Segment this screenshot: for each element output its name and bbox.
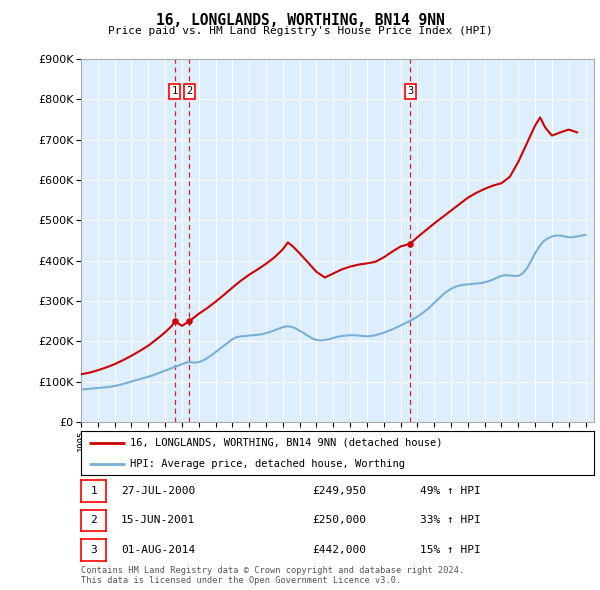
Text: 16, LONGLANDS, WORTHING, BN14 9NN: 16, LONGLANDS, WORTHING, BN14 9NN — [155, 13, 445, 28]
Text: 3: 3 — [90, 545, 97, 555]
Text: 27-JUL-2000: 27-JUL-2000 — [121, 486, 196, 496]
Text: 1: 1 — [90, 486, 97, 496]
Text: 1: 1 — [172, 86, 178, 96]
Text: 15% ↑ HPI: 15% ↑ HPI — [420, 545, 481, 555]
Text: 3: 3 — [407, 86, 413, 96]
Text: 49% ↑ HPI: 49% ↑ HPI — [420, 486, 481, 496]
Point — [185, 316, 194, 326]
Text: Contains HM Land Registry data © Crown copyright and database right 2024.
This d: Contains HM Land Registry data © Crown c… — [81, 566, 464, 585]
Text: 33% ↑ HPI: 33% ↑ HPI — [420, 516, 481, 525]
Text: 2: 2 — [187, 86, 193, 96]
Point — [406, 239, 415, 248]
Text: £442,000: £442,000 — [312, 545, 366, 555]
Text: 2: 2 — [90, 516, 97, 525]
Text: Price paid vs. HM Land Registry's House Price Index (HPI): Price paid vs. HM Land Registry's House … — [107, 26, 493, 36]
Point — [170, 316, 179, 326]
Text: £250,000: £250,000 — [312, 516, 366, 525]
Text: £249,950: £249,950 — [312, 486, 366, 496]
Text: 16, LONGLANDS, WORTHING, BN14 9NN (detached house): 16, LONGLANDS, WORTHING, BN14 9NN (detac… — [130, 438, 442, 448]
Text: 01-AUG-2014: 01-AUG-2014 — [121, 545, 196, 555]
Text: 15-JUN-2001: 15-JUN-2001 — [121, 516, 196, 525]
Text: HPI: Average price, detached house, Worthing: HPI: Average price, detached house, Wort… — [130, 459, 405, 469]
